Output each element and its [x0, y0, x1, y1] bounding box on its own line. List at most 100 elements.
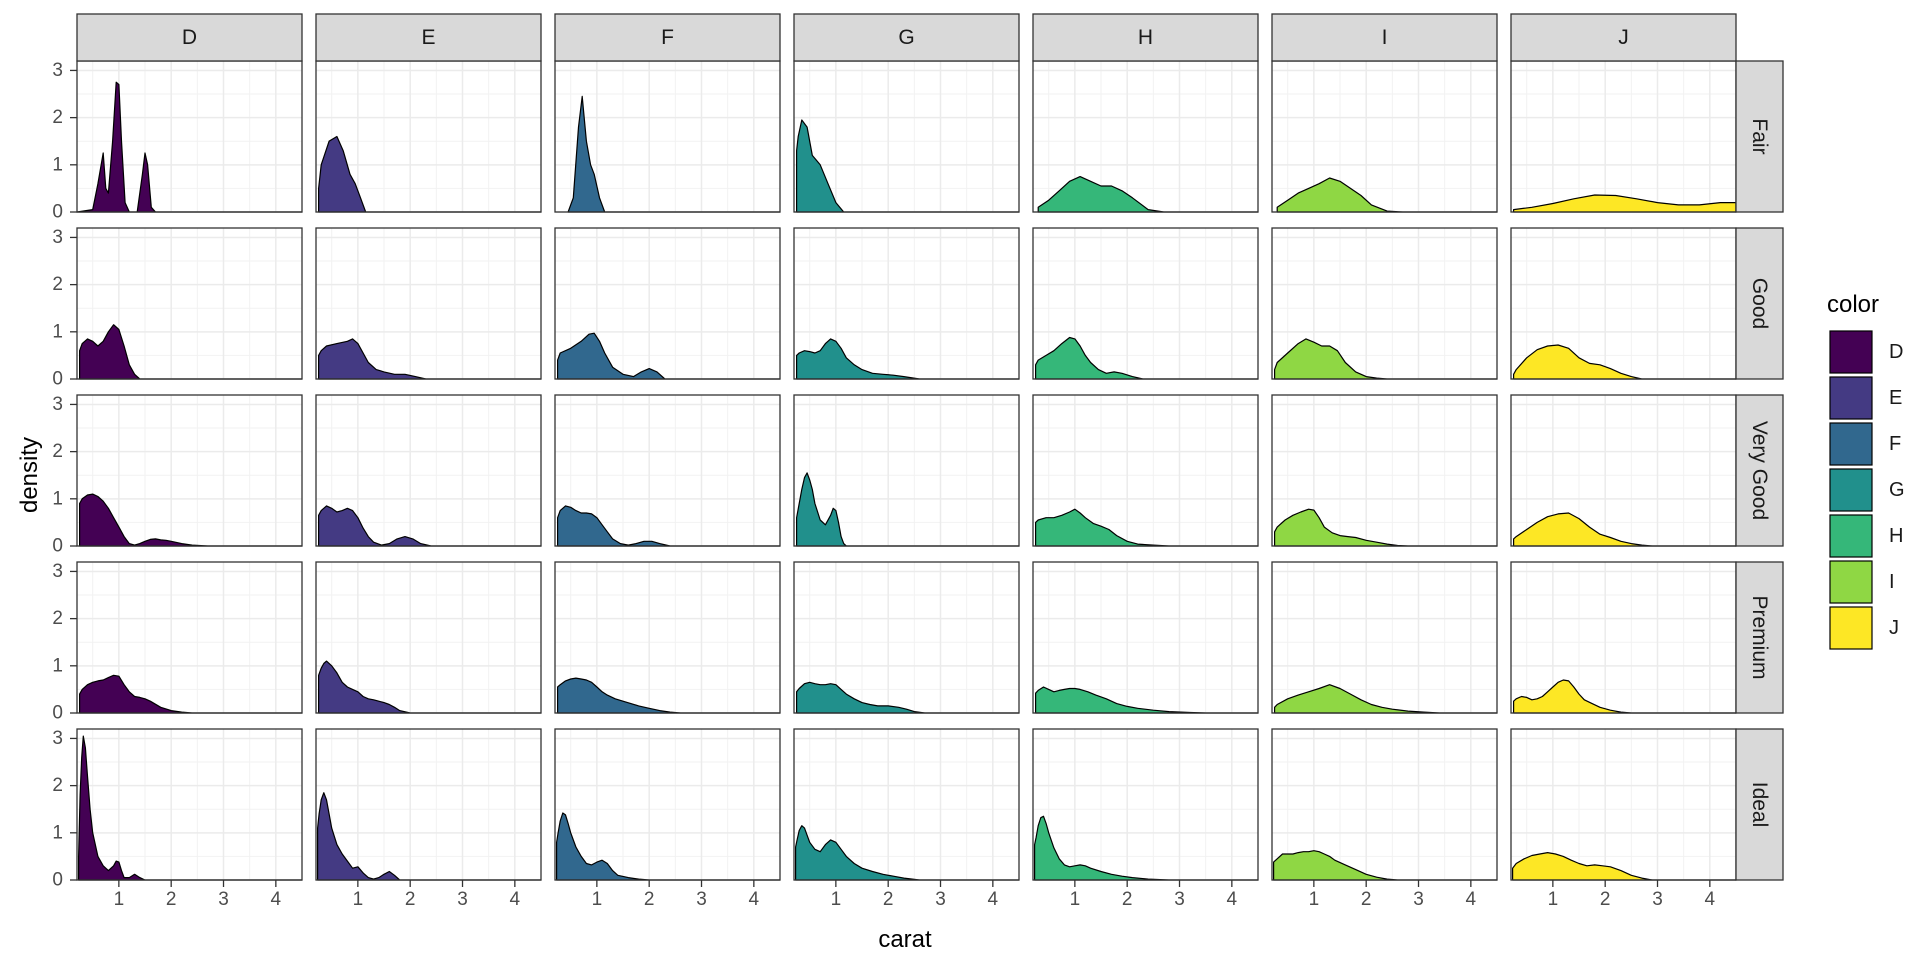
facet-panels: [76, 60, 1737, 881]
density-area-D: [78, 735, 303, 881]
legend-label: F: [1889, 433, 1901, 455]
y-tick-label: 2: [52, 274, 63, 295]
x-tick-label: 1: [1548, 889, 1559, 910]
x-tick-label: 4: [749, 889, 760, 910]
legend-swatch: [1829, 422, 1873, 466]
row-strips: Fair Good Very Good Premium Ideal: [1735, 60, 1784, 881]
panel-border: [793, 561, 1020, 714]
x-tick-label: 2: [405, 889, 416, 910]
panel-G-good: [793, 227, 1020, 380]
legend-item: F: [1829, 422, 1901, 466]
density-area-I: [1274, 684, 1498, 714]
density-area-E: [318, 338, 542, 380]
column-strip-background: [1271, 13, 1498, 62]
x-tick-label: 2: [883, 889, 894, 910]
panel-background: [316, 729, 541, 880]
legend-item: G: [1829, 468, 1905, 512]
y-tick-label: 1: [52, 154, 63, 175]
y-tick-label: 0: [52, 870, 63, 891]
density-area-G: [796, 472, 1020, 547]
panel-border: [554, 561, 781, 714]
density-area-D: [76, 81, 303, 213]
panel-H-very-good: [1032, 394, 1259, 547]
panel-border: [315, 227, 542, 380]
panel-border: [315, 394, 542, 547]
panel-border: [76, 728, 303, 881]
y-tick-label: 0: [52, 202, 63, 223]
panel-border: [1032, 227, 1259, 380]
panel-border: [554, 394, 781, 547]
panel-background: [1511, 61, 1736, 212]
column-strip-label: G: [898, 26, 914, 49]
legend-swatch: [1829, 468, 1873, 512]
density-area-I: [1273, 850, 1498, 881]
panel-I-fair: [1271, 60, 1498, 213]
column-strip-background: [76, 13, 303, 62]
panel-F-good: [554, 227, 781, 380]
density-area-G: [795, 825, 1020, 881]
x-tick-label: 3: [218, 889, 229, 910]
x-tick-label: 4: [1466, 889, 1477, 910]
panel-H-fair: [1032, 60, 1259, 213]
x-tick-label: 4: [271, 889, 282, 910]
y-tick-label: 1: [52, 321, 63, 342]
x-tick-label: 4: [1227, 889, 1238, 910]
x-tick-label: 2: [1600, 889, 1611, 910]
x-tick-label: 1: [1070, 889, 1081, 910]
panel-I-ideal: [1271, 728, 1498, 881]
panel-E-fair: [315, 60, 542, 213]
y-tick-label: 3: [52, 728, 63, 749]
row-strip-background: [1735, 728, 1784, 881]
panel-F-premium: [554, 561, 781, 714]
column-strip-background: [315, 13, 542, 62]
panel-border: [1271, 227, 1498, 380]
row-strip-label: Ideal: [1748, 782, 1771, 828]
row-strip-background: [1735, 561, 1784, 714]
panel-border: [793, 728, 1020, 881]
density-area-H: [1035, 336, 1259, 380]
panel-G-fair: [793, 60, 1020, 213]
panel-G-very-good: [793, 394, 1020, 547]
y-tick-label: 2: [52, 107, 63, 128]
row-strip-label: Good: [1748, 278, 1771, 329]
x-tick-label: 3: [1652, 889, 1663, 910]
column-strip: H: [1032, 13, 1259, 62]
y-tick-label: 0: [52, 369, 63, 390]
panel-border: [793, 227, 1020, 380]
x-tick-label: 3: [935, 889, 946, 910]
panel-border: [315, 728, 542, 881]
panel-J-good: [1510, 227, 1737, 380]
panel-H-good: [1032, 227, 1259, 380]
column-strip: F: [554, 13, 781, 62]
x-axis-title: carat: [878, 926, 932, 953]
panel-border: [315, 561, 542, 714]
density-area-J: [1513, 512, 1737, 547]
density-area-D: [79, 674, 303, 714]
y-tick-label: 3: [52, 561, 63, 582]
legend-swatch: [1829, 330, 1873, 374]
row-strip: Fair: [1735, 60, 1784, 213]
panel-D-good: [76, 227, 303, 380]
column-strip: G: [793, 13, 1020, 62]
column-strip-background: [793, 13, 1020, 62]
panel-background: [77, 729, 302, 880]
panel-I-very-good: [1271, 394, 1498, 547]
x-tick-label: 1: [1309, 889, 1320, 910]
legend-item: H: [1829, 514, 1903, 558]
density-area-E: [318, 660, 542, 714]
legend-label: G: [1889, 479, 1905, 501]
panel-border: [1271, 394, 1498, 547]
density-area-J: [1513, 679, 1737, 714]
y-tick-label: 2: [52, 775, 63, 796]
x-tick-label: 1: [114, 889, 125, 910]
density-area-I: [1274, 508, 1498, 547]
x-tick-label: 3: [457, 889, 468, 910]
density-area-G: [796, 681, 1020, 714]
panel-border: [76, 394, 303, 547]
legend-swatch: [1829, 514, 1873, 558]
column-strip-label: H: [1138, 26, 1153, 49]
legend-label: J: [1889, 617, 1899, 639]
column-strip-label: D: [182, 26, 197, 49]
x-tick-label: 3: [1174, 889, 1185, 910]
